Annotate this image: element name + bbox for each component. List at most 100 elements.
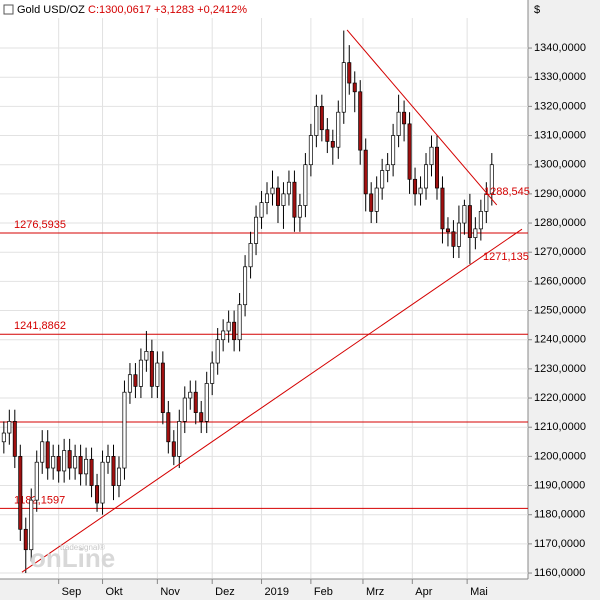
candle-body xyxy=(111,456,116,486)
candle-body xyxy=(473,228,478,238)
axis-panel xyxy=(528,0,600,600)
x-tick-label: Apr xyxy=(415,586,432,598)
trend-label: 1271,135 xyxy=(483,251,529,263)
icon xyxy=(3,4,14,15)
candle-body xyxy=(385,164,390,171)
x-tick-label: Mai xyxy=(470,586,488,598)
candle-body xyxy=(12,421,17,457)
y-tick-label: 1210,0000 xyxy=(534,421,586,433)
candle-body xyxy=(89,458,94,486)
candle-body xyxy=(286,181,291,195)
candle-body xyxy=(133,374,138,387)
candle-body xyxy=(396,111,401,136)
candle-body xyxy=(336,111,341,148)
y-tick-label: 1190,0000 xyxy=(534,479,585,491)
chart-title: Gold USD/OZ xyxy=(17,4,85,16)
candle-body xyxy=(352,82,357,93)
trend-line xyxy=(346,29,498,206)
candle-body xyxy=(363,149,368,195)
candle-body xyxy=(29,499,34,551)
candle-body xyxy=(51,456,56,469)
candle-body xyxy=(380,170,385,189)
candle-body xyxy=(144,351,149,361)
candle-body xyxy=(369,193,374,212)
candle-body xyxy=(7,421,12,434)
candle-body xyxy=(177,421,182,457)
candle-body xyxy=(1,432,6,443)
y-tick-label: 1270,0000 xyxy=(534,246,586,258)
candle-body xyxy=(265,193,270,203)
candle-body xyxy=(67,450,72,469)
candle-body xyxy=(122,391,127,469)
candle-body xyxy=(204,383,209,422)
candle-body xyxy=(45,441,50,469)
candle-body xyxy=(221,330,226,341)
candle-body xyxy=(34,461,39,501)
candle-body xyxy=(467,205,472,238)
candle-body xyxy=(254,216,259,244)
candle-body xyxy=(23,528,28,551)
y-tick-label: 1280,0000 xyxy=(534,217,586,229)
candle-body xyxy=(193,391,198,413)
trend-line xyxy=(21,228,523,573)
candle-body xyxy=(138,359,143,387)
candle-body xyxy=(95,485,100,504)
candle-body xyxy=(418,187,423,195)
candle-body xyxy=(424,164,429,189)
candle-body xyxy=(407,123,412,180)
candle-body xyxy=(429,146,434,166)
candle-body xyxy=(451,231,456,247)
candle-body xyxy=(434,146,439,189)
y-tick-label: 1160,0000 xyxy=(534,567,585,579)
candle-body xyxy=(248,243,253,268)
y-tick-label: 1290,0000 xyxy=(534,188,586,200)
x-tick-label: Okt xyxy=(106,586,123,598)
candle-body xyxy=(440,187,445,230)
level-label: 1241,8862 xyxy=(14,320,66,332)
candle-body xyxy=(445,228,450,233)
quote: C:1300,0617 +3,1283 +0,2412% xyxy=(88,4,247,16)
y-tick-label: 1200,0000 xyxy=(534,450,586,462)
candle-body xyxy=(270,187,275,195)
y-tick-label: 1170,0000 xyxy=(534,538,585,550)
candle-body xyxy=(374,187,379,212)
y-tick-label: 1260,0000 xyxy=(534,275,586,287)
x-tick-label: Sep xyxy=(62,586,82,598)
candle-body xyxy=(84,458,89,475)
y-tick-label: 1300,0000 xyxy=(534,159,586,171)
candle-body xyxy=(489,164,494,195)
y-tick-label: 1330,0000 xyxy=(534,71,586,83)
candle-body xyxy=(215,339,220,364)
candle-body xyxy=(166,412,171,443)
y-tick-label: 1240,0000 xyxy=(534,334,586,346)
candle-body xyxy=(358,91,363,151)
logo-small: tradesignal® xyxy=(60,543,105,552)
candle-body xyxy=(462,205,467,224)
candle-body xyxy=(56,456,61,472)
candle-body xyxy=(308,135,313,166)
level-label: 1276,5935 xyxy=(14,219,66,231)
candle-body xyxy=(314,106,319,136)
candle-body xyxy=(78,456,83,475)
candle-body xyxy=(226,321,231,332)
candle-body xyxy=(456,222,461,247)
candle-body xyxy=(413,178,418,195)
candle-body xyxy=(275,187,280,206)
candle-body xyxy=(243,266,248,306)
candle-body xyxy=(259,202,264,218)
candle-body xyxy=(40,441,45,463)
candle-body xyxy=(199,412,204,422)
candle-body xyxy=(347,62,352,84)
x-tick-label: Dez xyxy=(215,586,235,598)
candle-body xyxy=(478,211,483,230)
x-tick-label: Mrz xyxy=(366,586,384,598)
axis-panel xyxy=(0,579,528,600)
y-tick-label: 1340,0000 xyxy=(534,42,586,54)
candle-body xyxy=(188,391,193,399)
candle-body xyxy=(319,106,324,131)
candle-body xyxy=(73,456,78,469)
level-label: 1182,1597 xyxy=(14,494,65,506)
candle-body xyxy=(210,362,215,384)
candle-body xyxy=(100,461,105,504)
